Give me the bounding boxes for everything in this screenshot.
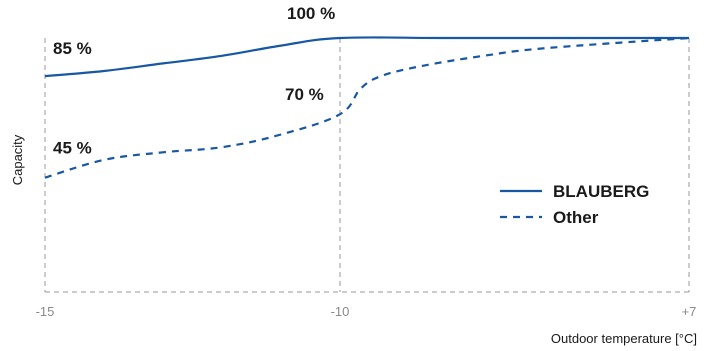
data-label: 85 % [53,39,92,58]
legend-label-other: Other [553,208,599,227]
data-label: 70 % [285,85,324,104]
series-line-other [44,36,690,179]
annotation-layer: 85 % 100 % 70 % 45 % [53,4,335,158]
x-tick-label: +7 [682,304,697,319]
x-tick-layer: -15 -10 +7 [36,304,697,319]
y-axis-label: Capacity [10,134,25,185]
x-axis-label: Outdoor temperature [°C] [551,331,697,346]
grid-layer [44,38,690,293]
series-line-blauberg [44,36,689,78]
legend-label-blauberg: BLAUBERG [553,182,649,201]
x-tick-label: -15 [36,304,55,319]
x-tick-label: -10 [331,304,350,319]
series-layer [44,36,690,179]
legend: BLAUBERG Other [500,182,649,227]
data-label: 45 % [53,139,92,158]
data-label: 100 % [287,4,335,23]
